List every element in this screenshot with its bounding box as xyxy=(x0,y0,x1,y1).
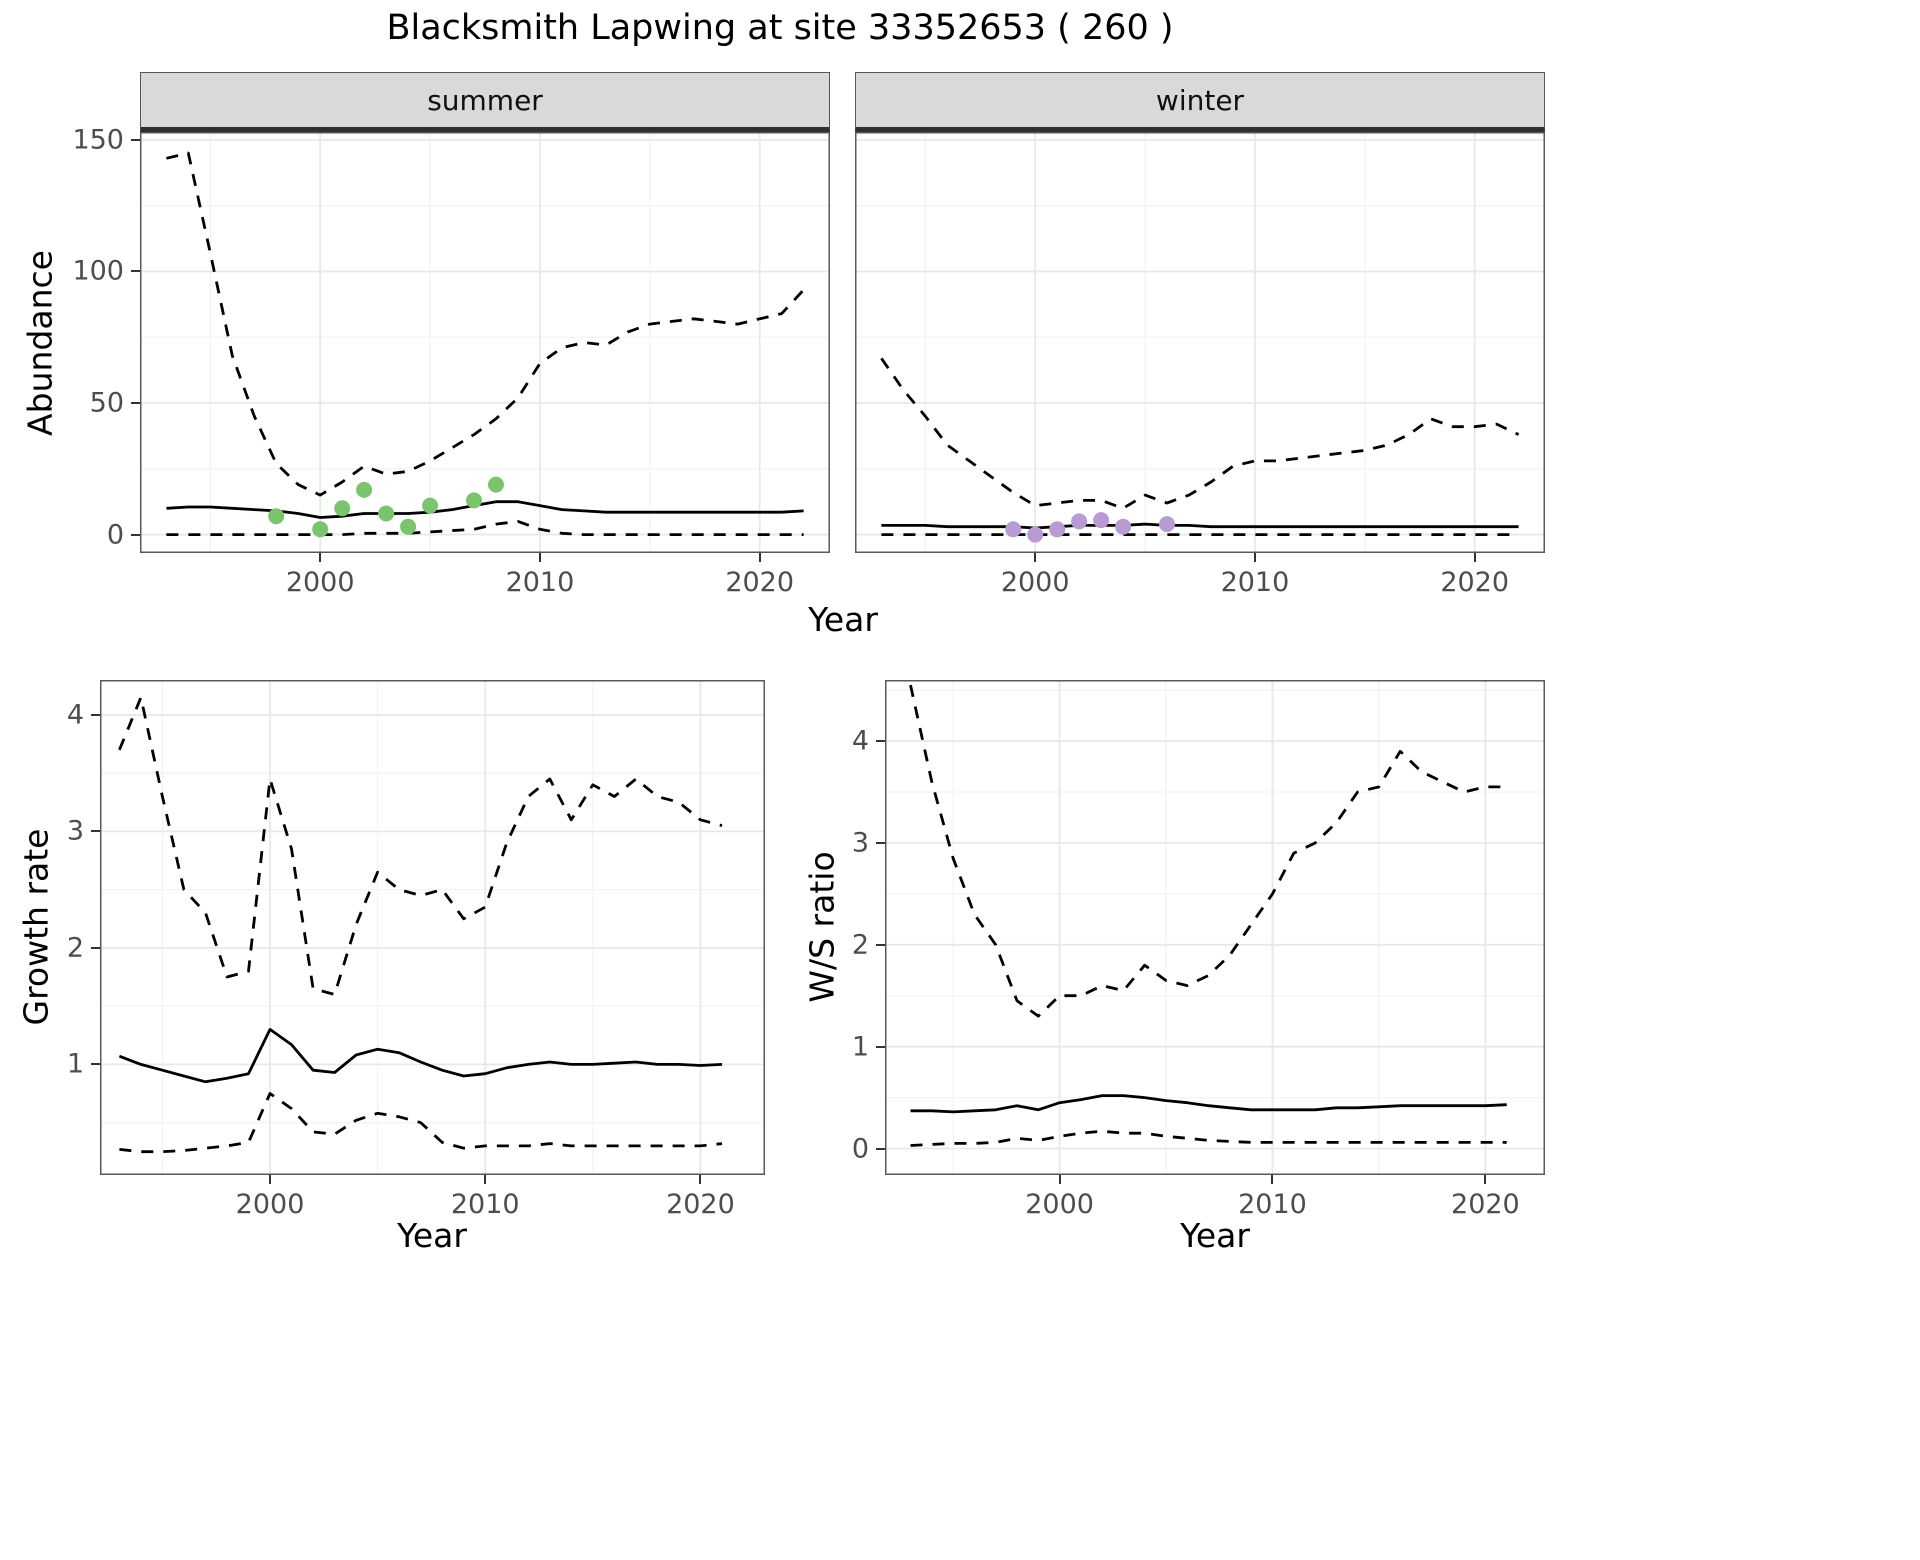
abundance-summer-observed-counts-point xyxy=(356,481,373,498)
abundance-summer-observed-counts-point xyxy=(312,521,329,538)
axis-tick-mark xyxy=(91,1063,100,1066)
x-tick-label: 2000 xyxy=(285,567,355,598)
chart-title: Blacksmith Lapwing at site 33352653 ( 26… xyxy=(386,8,1174,48)
growth-rate-upper-ci-line xyxy=(118,696,723,996)
top-year-axis-title: Year xyxy=(808,600,878,639)
y-tick-label: 0 xyxy=(851,1133,869,1165)
axis-tick-mark xyxy=(876,1147,885,1150)
axis-tick-mark xyxy=(876,1045,885,1048)
y-tick-label: 1 xyxy=(66,1048,84,1080)
ws-ratio-panel xyxy=(885,680,1545,1175)
abundance-winter-observed-counts-point xyxy=(1049,521,1066,538)
growth-rate-plot xyxy=(100,680,765,1175)
abundance-winter-observed-counts-point xyxy=(1071,513,1088,530)
y-tick-label: 3 xyxy=(851,827,869,859)
abundance-summer-observed-counts-point xyxy=(334,500,351,517)
axis-tick-mark xyxy=(1058,1175,1061,1184)
growth-rate-axis-title: Growth rate xyxy=(16,828,56,1026)
y-tick-label: 1 xyxy=(851,1031,869,1063)
axis-tick-mark xyxy=(484,1175,487,1184)
axis-tick-mark xyxy=(876,943,885,946)
x-tick-label: 2020 xyxy=(666,1189,735,1220)
y-tick-label: 2 xyxy=(851,929,869,961)
y-tick-label: 150 xyxy=(72,124,124,156)
ws-ratio-lower-ci-line xyxy=(910,1129,1507,1147)
y-tick-label: 50 xyxy=(89,387,124,419)
x-tick-label: 2000 xyxy=(1000,567,1070,598)
ws-ratio-axis-title: W/S ratio xyxy=(802,851,842,1003)
axis-tick-mark xyxy=(319,553,322,562)
abundance-winter-observed-counts-point xyxy=(1027,526,1044,543)
abundance-summer-observed-counts-point xyxy=(422,497,439,514)
abundance-winter-plot xyxy=(855,132,1545,553)
abundance-summer-lower-ci-line xyxy=(166,519,804,537)
x-tick-label: 2010 xyxy=(1238,1189,1307,1220)
abundance-winter-observed-counts-point xyxy=(1093,512,1110,529)
growth-year-axis-title: Year xyxy=(397,1216,467,1255)
abundance-summer-panel xyxy=(140,132,830,553)
growth-rate-lower-ci-line xyxy=(119,1092,723,1154)
y-tick-label: 3 xyxy=(66,815,84,847)
growth-rate-panel xyxy=(100,680,765,1175)
axis-tick-mark xyxy=(131,533,140,536)
axis-tick-mark xyxy=(91,946,100,949)
facet-strip-summer: summer xyxy=(140,72,830,132)
y-tick-label: 4 xyxy=(851,725,869,757)
abundance-summer-observed-counts-point xyxy=(488,476,504,493)
axis-tick-mark xyxy=(538,553,541,562)
axis-tick-mark xyxy=(131,270,140,273)
y-tick-label: 0 xyxy=(106,519,124,551)
ratio-year-axis-title: Year xyxy=(1180,1216,1250,1255)
abundance-winter-upper-ci-line xyxy=(880,357,1520,510)
axis-tick-mark xyxy=(91,713,100,716)
x-tick-label: 2020 xyxy=(1440,567,1510,598)
axis-tick-mark xyxy=(699,1175,702,1184)
facet-strip-winter-label: winter xyxy=(1155,83,1245,117)
abundance-winter-panel xyxy=(855,132,1545,553)
axis-tick-mark xyxy=(1473,553,1476,562)
axis-tick-mark xyxy=(269,1175,272,1184)
axis-tick-mark xyxy=(1271,1175,1274,1184)
abundance-axis-title: Abundance xyxy=(20,250,60,436)
abundance-winter-observed-counts-point xyxy=(1115,518,1132,535)
abundance-summer-observed-counts-point xyxy=(378,505,395,522)
abundance-winter-median-line xyxy=(881,522,1519,530)
abundance-summer-upper-ci-line xyxy=(166,151,805,497)
x-tick-label: 2020 xyxy=(1451,1189,1520,1220)
axis-tick-mark xyxy=(131,402,140,405)
abundance-winter-observed-counts-point xyxy=(1005,521,1022,538)
axis-tick-mark xyxy=(1253,553,1256,562)
abundance-summer-observed-counts-point xyxy=(466,492,482,509)
axis-tick-mark xyxy=(91,830,100,833)
axis-tick-mark xyxy=(876,740,885,743)
ws-ratio-median-line xyxy=(910,1094,1507,1114)
abundance-winter-observed-counts-point xyxy=(1159,516,1175,533)
ws-ratio-upper-ci-line xyxy=(909,684,1507,1018)
axis-tick-mark xyxy=(876,841,885,844)
facet-strip-winter: winter xyxy=(855,72,1545,132)
x-tick-label: 2000 xyxy=(235,1189,305,1220)
axis-tick-mark xyxy=(758,553,761,562)
y-tick-label: 2 xyxy=(66,932,84,964)
abundance-summer-observed-counts-point xyxy=(268,508,285,525)
abundance-summer-observed-counts-point xyxy=(400,518,417,535)
abundance-summer-plot xyxy=(140,132,830,553)
x-tick-label: 2020 xyxy=(725,567,795,598)
x-tick-label: 2010 xyxy=(1220,567,1290,598)
x-tick-label: 2010 xyxy=(450,1189,520,1220)
facet-strip-summer-label: summer xyxy=(427,83,543,117)
y-tick-label: 100 xyxy=(72,255,124,287)
axis-tick-mark xyxy=(1034,553,1037,562)
growth-rate-median-line xyxy=(118,1027,723,1084)
axis-tick-mark xyxy=(1484,1175,1487,1184)
ws-ratio-plot xyxy=(885,680,1545,1175)
x-tick-label: 2010 xyxy=(505,567,575,598)
x-tick-label: 2000 xyxy=(1025,1189,1094,1220)
axis-tick-mark xyxy=(131,138,140,141)
y-tick-label: 4 xyxy=(66,699,84,731)
